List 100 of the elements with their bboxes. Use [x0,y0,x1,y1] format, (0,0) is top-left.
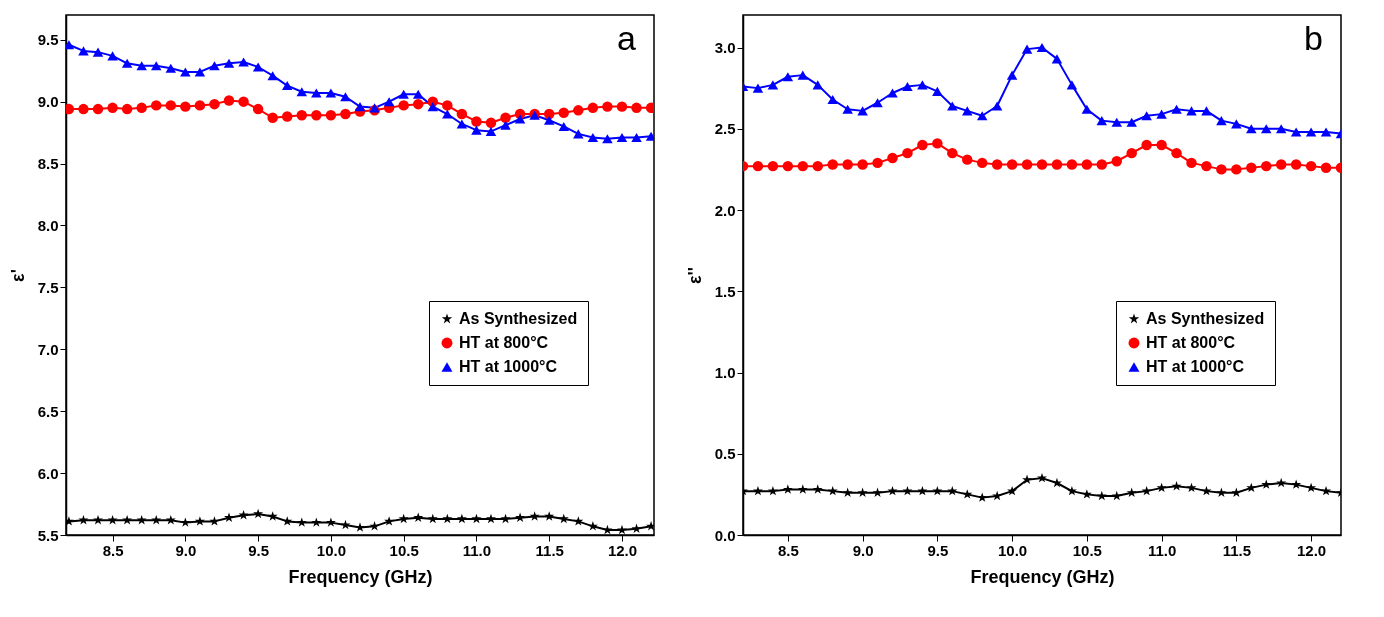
point [587,133,599,143]
point [194,516,205,526]
x-axis-title: Frequency (GHz) [970,566,1115,587]
point [1290,159,1302,170]
point [857,106,868,116]
point [514,114,526,124]
point [1126,487,1137,497]
point [121,103,133,115]
y-tick-label: 7.5 [37,278,59,296]
y-tick-label: 3.0 [714,39,736,56]
point [1021,44,1033,54]
point [500,120,511,130]
point [857,159,868,170]
point [1201,485,1212,496]
legend-label: HT at 1000°C [1146,358,1245,375]
point [107,102,118,114]
point [209,98,220,110]
point [543,108,555,120]
point [238,96,249,107]
point [1021,159,1033,170]
point [767,160,779,172]
point [267,112,278,123]
point [902,485,913,496]
point [398,100,409,111]
x-tick-label: 8.5 [777,541,799,559]
point [797,484,808,494]
point [442,109,453,119]
point [136,61,147,71]
x-tick-label: 8.5 [102,541,124,559]
point [442,513,453,524]
point [887,152,898,164]
y-tick-label: 9.5 [37,31,59,49]
point [752,83,764,93]
x-tick-label: 9.0 [852,541,874,559]
point [412,98,424,110]
point [92,103,104,115]
point [296,87,308,97]
point [1171,147,1182,159]
point [573,516,584,526]
point [1051,54,1063,64]
point [587,521,598,531]
point [857,487,868,497]
point [812,484,823,494]
point [767,80,779,90]
point [1111,156,1122,167]
point [383,97,395,107]
point [842,159,853,170]
y-tick-label: 6.5 [37,402,59,420]
point [1216,116,1227,126]
point [872,487,883,497]
point [631,102,642,114]
point [1201,106,1212,116]
point [209,516,220,526]
point [456,108,468,120]
point [325,110,337,121]
point [842,487,853,497]
point [486,513,496,524]
point [616,101,628,112]
point [932,485,943,496]
point [107,51,118,61]
point [1051,159,1063,170]
point [1081,159,1093,170]
point [962,489,973,499]
point [797,70,809,80]
y-tick-label: 0.5 [714,445,736,463]
point [782,484,793,494]
point [281,111,293,122]
point [223,95,235,106]
point [413,512,424,522]
point [296,110,308,121]
point [1320,162,1332,173]
point [631,133,642,143]
y-axis-title: ε'' [684,266,705,285]
point [311,88,322,98]
point [1096,490,1107,501]
point [631,523,642,534]
y-tick-label: 9.0 [37,93,59,111]
point [573,105,584,116]
x-axis-title: Frequency (GHz) [288,566,433,587]
point [827,94,838,105]
point [558,121,570,131]
point [485,126,497,136]
x-tick-label: 10.5 [389,541,419,559]
point [1261,160,1272,172]
point [311,110,322,121]
point [180,517,191,527]
y-tick-label: 8.5 [37,155,59,173]
point [1171,104,1182,114]
point [224,512,234,522]
point [1275,124,1287,134]
point [1141,139,1152,151]
point [1186,157,1197,169]
point [427,513,438,524]
point [311,517,322,527]
point [1126,117,1137,127]
point [252,62,264,72]
point [1111,117,1122,127]
point [1141,111,1152,121]
x-tick-label: 11.0 [462,541,492,559]
y-tick-label: 2.5 [714,120,736,138]
